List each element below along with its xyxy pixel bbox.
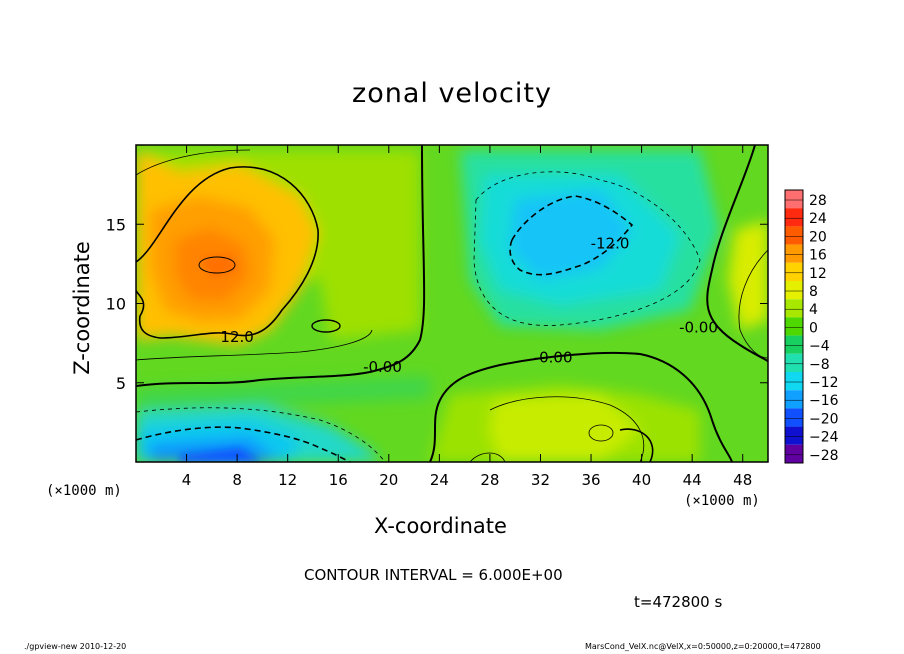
colorbar-label-1: 24 [809,211,827,227]
time-label: t=472800 s [634,593,723,611]
contour-neg6-cyan [473,171,701,326]
colorbar-label-11: −16 [809,393,839,409]
contour-6-small [588,424,614,442]
contour-12-warm [136,166,319,339]
colorbar-label-2: 20 [809,229,827,245]
x-tick-label-6: 28 [480,471,499,489]
x-unit-label-left: (×1000 m) [46,483,122,499]
colorbar-swatch-6 [785,299,803,318]
x-axis-label: X-coordinate [374,514,507,538]
colorbar-label-0: 28 [809,193,827,209]
colorbar-label-13: −24 [809,430,839,446]
x-tick-label-0: 4 [182,471,192,489]
colorbar-swatch-13 [785,426,803,445]
contour-6-lower [489,396,644,462]
contour-label-1: -0.00 [363,358,402,376]
contour-small-oval [311,319,341,333]
x-unit-label-right: (×1000 m) [684,493,760,509]
colorbar-label-6: 4 [809,302,818,318]
x-tick-label-1: 8 [232,471,242,489]
contour-16-core [198,256,236,274]
colorbar-label-3: 16 [809,248,827,264]
colorbar-label-14: −28 [809,448,839,464]
colorbar-swatch-10 [785,372,803,391]
contour-neg12-cyan [509,195,634,276]
colorbar-label-8: −4 [809,339,830,355]
colorbar-label-5: 8 [809,284,818,300]
y-axis: 5 10 15 [106,215,768,393]
x-axis: 4 8 12 16 20 24 28 32 36 40 44 48 [182,145,752,489]
y-tick-label-1: 10 [106,295,126,314]
colorbar-label-10: −12 [809,375,839,391]
colorbar-label-12: −20 [809,411,839,427]
chart-title: zonal velocity [352,78,552,109]
y-axis-label: Z-coordinate [70,241,94,375]
colorbar-swatch-3 [785,244,803,263]
footer-right: MarsCond_VelX.nc@VelX,x=0:50000,z=0:2000… [585,642,821,651]
colorbar-swatch-14 [785,444,803,463]
contour-lines [136,145,768,462]
y-tick-label-0: 5 [116,374,126,393]
x-tick-label-7: 32 [531,471,550,489]
colorbar: 28 24 20 16 12 8 4 0 −4 −8 −12 −16 −20 −24 −28 [784,189,839,464]
colorbar-swatch-0 [785,190,803,209]
zero-contour-lower-right [619,428,654,462]
x-tick-label-2: 12 [278,471,297,489]
y-tick-label-2: 15 [106,215,126,234]
colorbar-label-4: 12 [809,266,827,282]
colorbar-swatch-7 [785,317,803,336]
contour-6-right [738,249,768,359]
x-tick-label-8: 36 [581,471,600,489]
contour-6-midleft [136,329,373,361]
colorbar-swatch-1 [785,208,803,227]
colorbar-swatch-12 [785,408,803,427]
colorbar-swatch-8 [785,335,803,354]
contour-6-bottom [469,452,506,462]
contour-6-upper [136,149,251,176]
colorbar-swatch-11 [785,390,803,409]
colorbar-swatch-9 [785,353,803,372]
x-tick-label-9: 40 [632,471,651,489]
colorbar-swatch-5 [785,281,803,300]
zero-contour-mid [429,351,733,462]
x-tick-label-11: 48 [733,471,752,489]
velocity-field [136,145,768,462]
colorbar-frame [784,189,804,464]
zero-contour-right [706,145,768,363]
footer-left: ./gpview-new 2010-12-20 [24,642,127,651]
colorbar-swatch-2 [785,226,803,245]
contour-label-2: -0.00 [534,348,573,366]
x-tick-label-3: 16 [329,471,348,489]
contour-label-0: 12.0 [220,328,253,346]
colorbar-label-7: 0 [809,320,818,336]
contour-label-4: -12.0 [591,234,630,252]
zero-contour-left [136,145,426,387]
x-tick-label-10: 44 [683,471,702,489]
contour-interval-text: CONTOUR INTERVAL = 6.000E+00 [304,566,563,584]
contour-labels: 12.0 -0.00 -0.00 -0.00 -12.0 [220,234,717,376]
colorbar-swatch-4 [785,262,803,281]
x-tick-label-4: 20 [379,471,398,489]
colorbar-label-9: −8 [809,357,830,373]
x-tick-label-5: 24 [430,471,449,489]
contour-label-3: -0.00 [679,318,718,336]
